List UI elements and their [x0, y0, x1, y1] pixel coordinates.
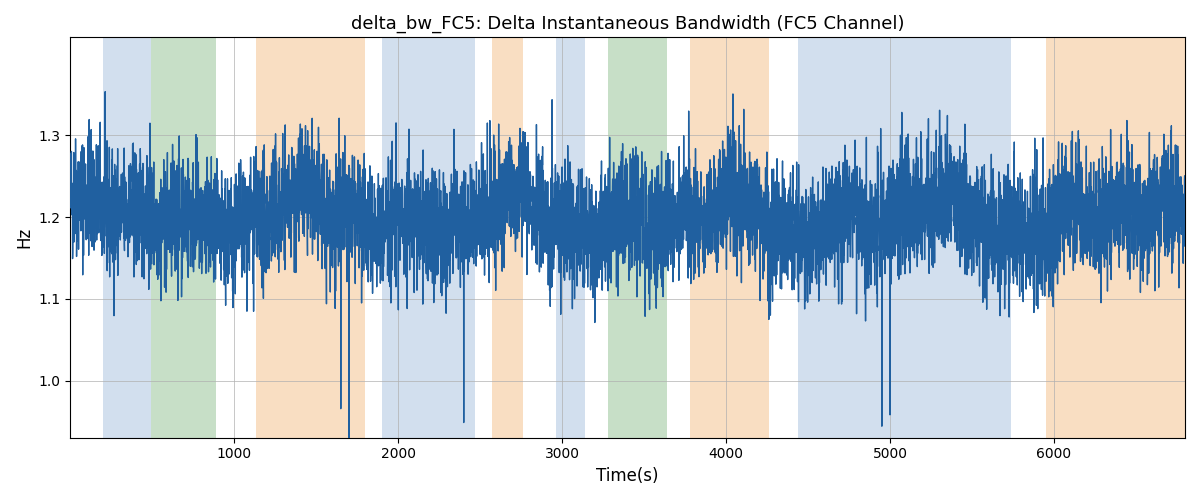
Bar — [492, 38, 523, 438]
Bar — [382, 38, 475, 438]
Bar — [103, 38, 151, 438]
Bar — [151, 38, 216, 438]
Bar — [256, 38, 366, 438]
Y-axis label: Hz: Hz — [14, 227, 32, 248]
Bar — [798, 38, 1012, 438]
Bar — [1045, 38, 1186, 438]
Bar — [690, 38, 769, 438]
Bar — [608, 38, 667, 438]
Bar — [556, 38, 586, 438]
X-axis label: Time(s): Time(s) — [596, 467, 659, 485]
Title: delta_bw_FC5: Delta Instantaneous Bandwidth (FC5 Channel): delta_bw_FC5: Delta Instantaneous Bandwi… — [350, 15, 905, 34]
